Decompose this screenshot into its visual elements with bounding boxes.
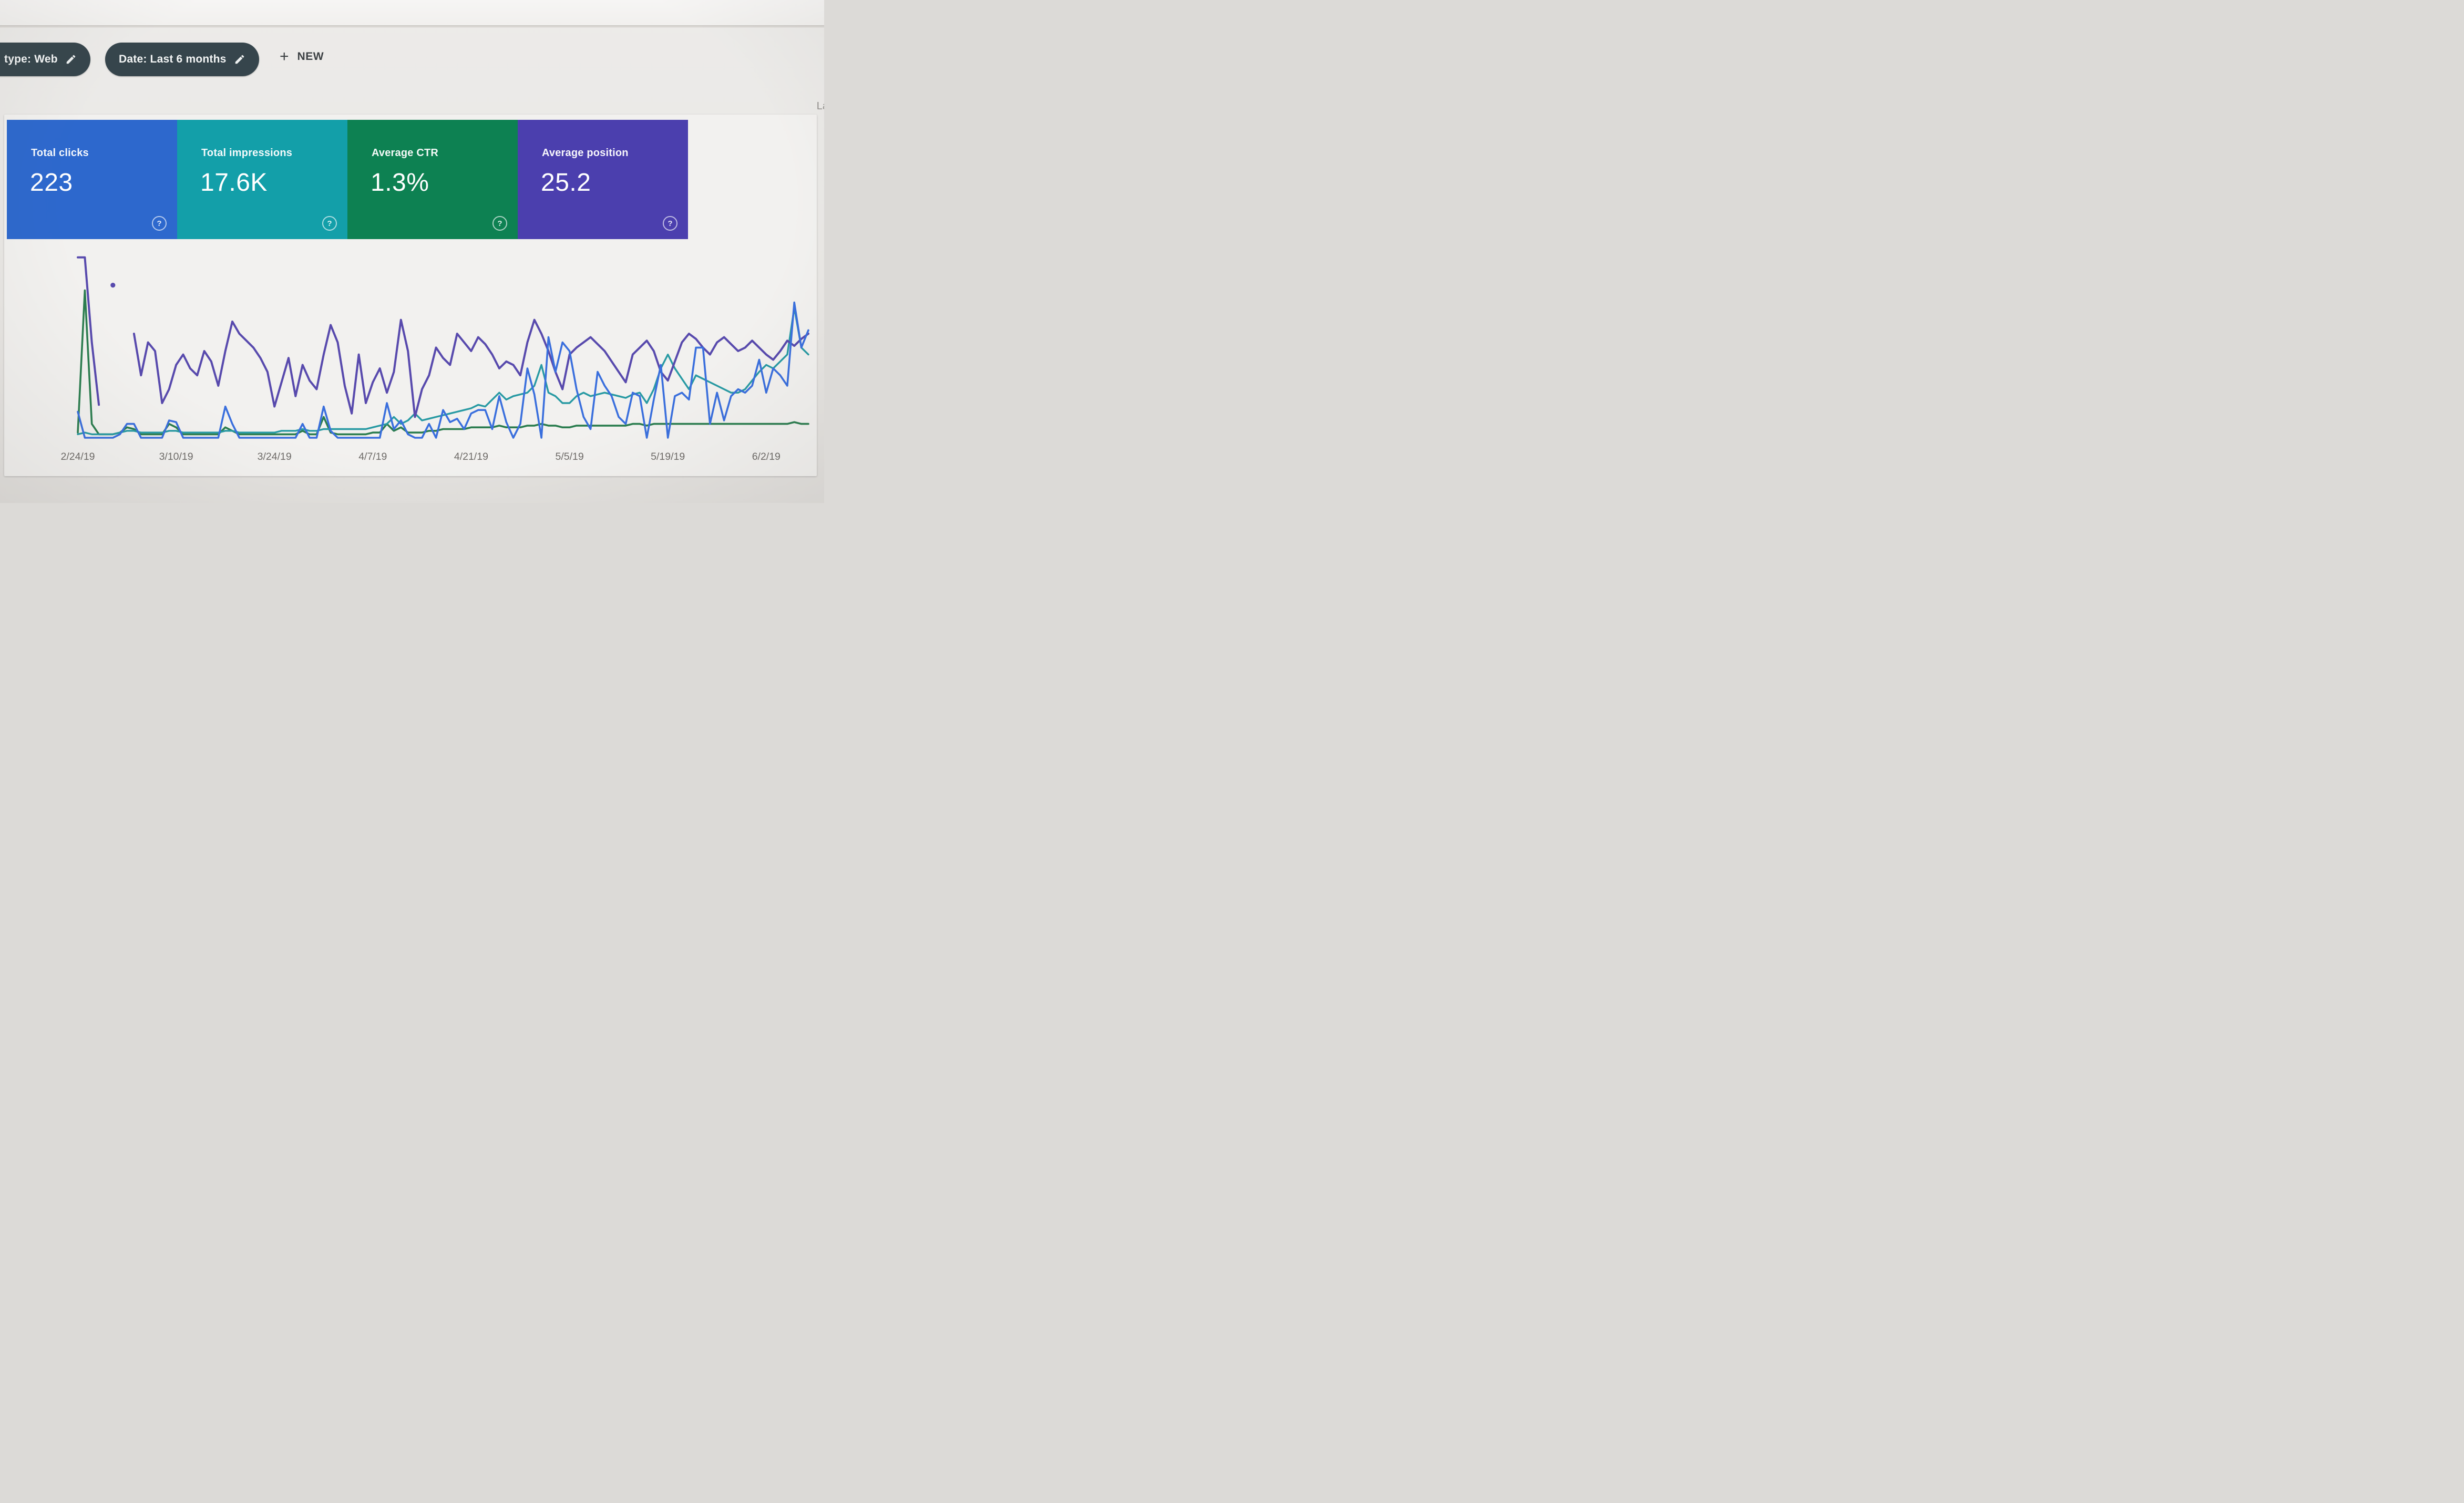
ctr-line — [77, 289, 809, 436]
search-type-filter-chip[interactable]: type: Web — [0, 43, 90, 76]
total-clicks-value: 223 — [30, 169, 73, 197]
filter-bar: type: Web Date: Last 6 months + NEW La — [0, 28, 824, 112]
edit-pencil-icon — [66, 55, 76, 64]
position-line — [77, 256, 100, 406]
position-line — [132, 318, 809, 418]
search-type-chip-label: type: Web — [4, 53, 58, 65]
average-position-value: 25.2 — [541, 169, 591, 197]
help-icon[interactable]: ? — [322, 216, 337, 231]
performance-report-card: Total clicks 223 ? Total impressions 17.… — [4, 115, 817, 476]
x-tick-label: 5/5/19 — [555, 451, 583, 462]
date-range-filter-chip[interactable]: Date: Last 6 months — [105, 43, 259, 76]
search-console-performance-page: type: Web Date: Last 6 months + NEW La T… — [0, 0, 824, 503]
date-range-chip-label: Date: Last 6 months — [119, 53, 227, 65]
new-filter-button[interactable]: + NEW — [280, 49, 324, 65]
x-tick-label: 5/19/19 — [651, 451, 685, 462]
help-icon[interactable]: ? — [663, 216, 677, 231]
average-ctr-tile[interactable]: Average CTR 1.3% ? — [347, 120, 518, 239]
performance-chart-svg: 2/24/19 3/10/19 3/24/19 4/7/19 4/21/19 5/5/19… — [60, 256, 809, 462]
help-icon[interactable]: ? — [152, 216, 167, 231]
x-tick-label: 2/24/19 — [60, 451, 95, 462]
impressions-line — [77, 306, 809, 436]
average-position-title: Average position — [542, 147, 629, 159]
plus-icon: + — [280, 48, 289, 65]
total-impressions-tile[interactable]: Total impressions 17.6K ? — [177, 120, 347, 239]
average-ctr-title: Average CTR — [372, 147, 439, 159]
performance-line-chart[interactable]: 2/24/19 3/10/19 3/24/19 4/7/19 4/21/19 5/5/19… — [4, 233, 820, 475]
edit-pencil-icon — [235, 55, 244, 64]
x-tick-label: 3/24/19 — [258, 451, 292, 462]
total-impressions-title: Total impressions — [201, 147, 293, 159]
clicks-line — [77, 301, 809, 439]
total-impressions-value: 17.6K — [200, 169, 268, 197]
average-ctr-value: 1.3% — [371, 169, 429, 197]
browser-top-band — [0, 0, 824, 25]
new-filter-label: NEW — [297, 50, 324, 63]
total-clicks-tile[interactable]: Total clicks 223 ? — [7, 120, 177, 239]
x-tick-label: 4/7/19 — [358, 451, 387, 462]
position-isolated-point — [110, 283, 116, 288]
x-tick-label: 3/10/19 — [159, 451, 193, 462]
average-position-tile[interactable]: Average position 25.2 ? — [518, 120, 688, 239]
metric-tiles-row: Total clicks 223 ? Total impressions 17.… — [7, 120, 688, 239]
help-icon[interactable]: ? — [492, 216, 507, 231]
top-band-divider — [0, 25, 824, 28]
x-tick-label: 6/2/19 — [752, 451, 781, 462]
total-clicks-title: Total clicks — [31, 147, 89, 159]
last-updated-clipped-text: La — [816, 100, 824, 112]
x-tick-label: 4/21/19 — [454, 451, 488, 462]
